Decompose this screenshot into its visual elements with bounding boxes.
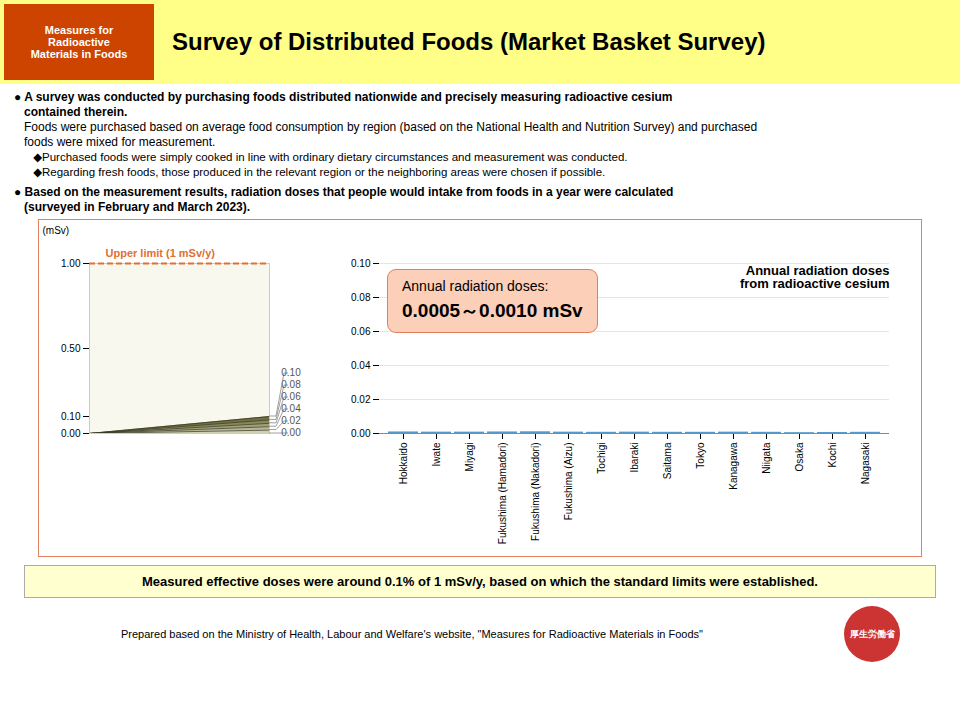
svg-text:0.08: 0.08 xyxy=(281,379,301,390)
svg-text:Ibaraki: Ibaraki xyxy=(629,443,640,473)
svg-text:0.10: 0.10 xyxy=(351,258,371,269)
svg-text:0.10: 0.10 xyxy=(61,411,81,422)
svg-text:Saitama: Saitama xyxy=(662,442,673,479)
svg-text:0.04: 0.04 xyxy=(281,403,301,414)
html-text:● Based on the measurement res: ● Based on the measurement results, radi… xyxy=(14,185,674,199)
svg-text:0.04: 0.04 xyxy=(351,360,371,371)
svg-text:0.00: 0.00 xyxy=(281,427,301,438)
svg-text:Fukushima (Aizu): Fukushima (Aizu) xyxy=(563,443,574,521)
html-text:Measures for Radioactive Mater: Measures for Radioactive Materials in Fo… xyxy=(30,24,128,60)
html-text:(surveyed in February and Marc: (surveyed in February and March 2023). xyxy=(14,200,251,214)
svg-text:Hokkaido: Hokkaido xyxy=(398,442,409,484)
svg-text:Nagasaki: Nagasaki xyxy=(860,443,871,485)
svg-text:Fukushima (Nakadori): Fukushima (Nakadori) xyxy=(530,443,541,541)
html-text:foods were mixed for measureme: foods were mixed for measurement. xyxy=(14,135,216,149)
svg-text:0.02: 0.02 xyxy=(281,415,301,426)
html-text:0.0005～0.0010 mSv: 0.0005～0.0010 mSv xyxy=(402,300,583,321)
svg-text:Fukushima (Hamadori): Fukushima (Hamadori) xyxy=(497,443,508,545)
svg-text:0.00: 0.00 xyxy=(351,428,371,439)
html-text:◆Regarding fresh foods, those: ◆Regarding fresh foods, those produced i… xyxy=(14,166,606,178)
svg-text:Upper limit (1 mSv/y): Upper limit (1 mSv/y) xyxy=(106,247,216,259)
svg-text:Kochi: Kochi xyxy=(827,443,838,468)
svg-text:0.02: 0.02 xyxy=(351,394,371,405)
svg-text:Tokyo: Tokyo xyxy=(695,442,706,469)
html-text:厚生労働省: 厚生労働省 xyxy=(849,628,895,639)
svg-text:Osaka: Osaka xyxy=(794,442,805,471)
svg-text:1.00: 1.00 xyxy=(61,258,81,269)
html-text:Annual radiation doses:: Annual radiation doses: xyxy=(402,278,549,294)
svg-text:Niigata: Niigata xyxy=(761,442,772,474)
html-text:Survey of Distributed Foods (M: Survey of Distributed Foods (Market Bask… xyxy=(172,28,766,55)
html-text:Prepared based on the Ministry: Prepared based on the Ministry of Health… xyxy=(121,628,703,640)
html-text:Measured effective doses were: Measured effective doses were around 0.1… xyxy=(142,574,818,589)
svg-text:0.00: 0.00 xyxy=(61,428,81,439)
svg-text:(mSv): (mSv) xyxy=(43,225,70,236)
svg-text:0.10: 0.10 xyxy=(281,367,301,378)
svg-text:Miyagi: Miyagi xyxy=(464,443,475,472)
svg-text:0.06: 0.06 xyxy=(281,391,301,402)
svg-text:Annual radiation dosesfrom rad: Annual radiation dosesfrom radioactive c… xyxy=(740,263,890,291)
html-text:◆Purchased foods were simply c: ◆Purchased foods were simply cooked in l… xyxy=(14,151,628,163)
svg-text:Tochigi: Tochigi xyxy=(596,443,607,474)
html-text:● A survey was conducted by pu: ● A survey was conducted by purchasing f… xyxy=(14,90,673,104)
svg-text:0.50: 0.50 xyxy=(61,343,81,354)
svg-text:0.08: 0.08 xyxy=(351,292,371,303)
svg-text:0.06: 0.06 xyxy=(351,326,371,337)
svg-text:Kanagawa: Kanagawa xyxy=(728,442,739,490)
html-text:Foods were purchased based on: Foods were purchased based on average fo… xyxy=(14,120,758,134)
svg-text:Iwate: Iwate xyxy=(431,442,442,466)
html-text:contained therein.: contained therein. xyxy=(14,105,128,119)
